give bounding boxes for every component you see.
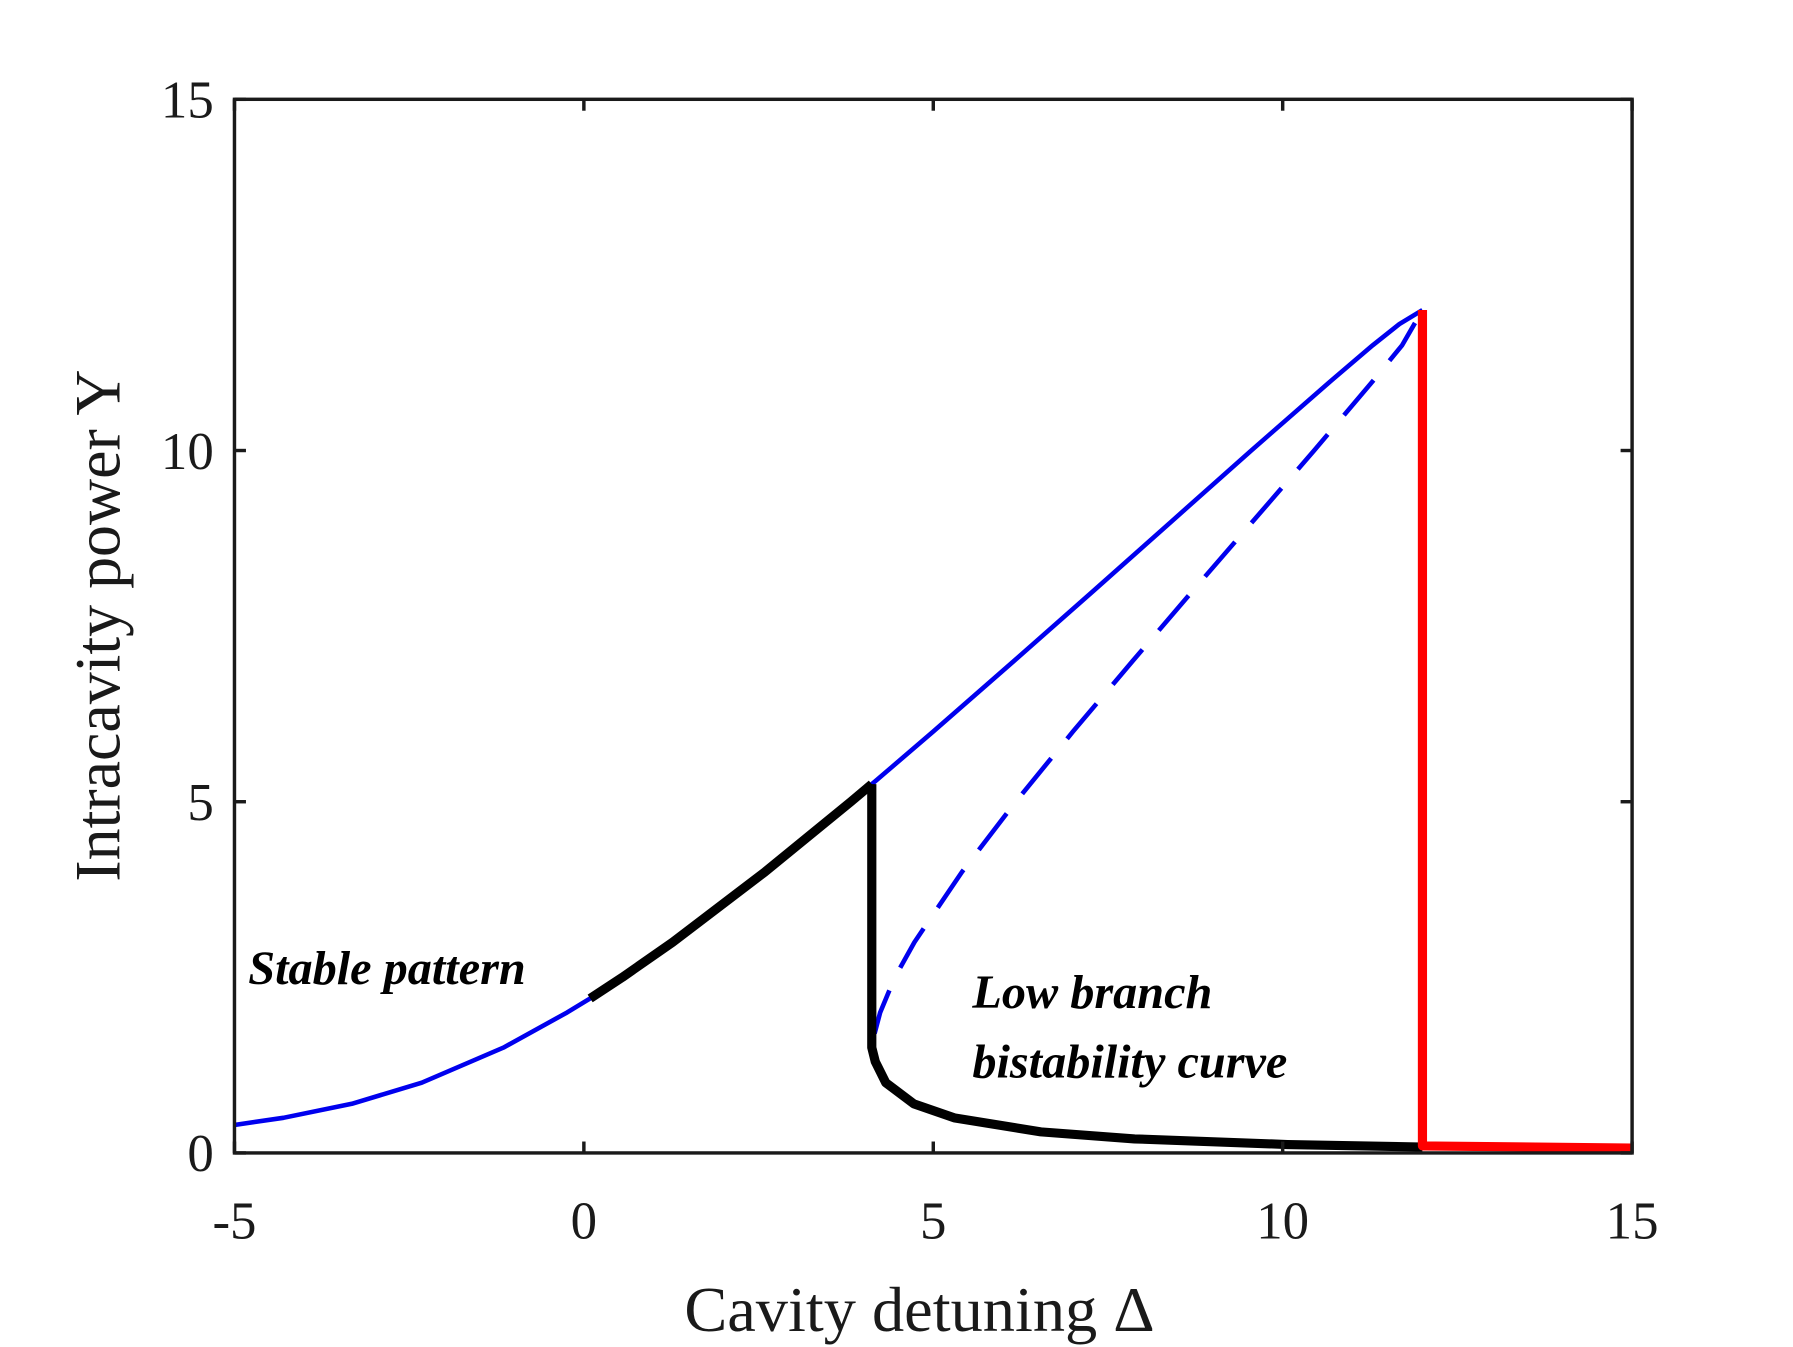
x-tick-label: 5 [920, 1193, 946, 1251]
series-low-branch [867, 784, 1423, 1152]
series-middle-branch-unstable- [872, 308, 1425, 1035]
x-tick-label: 10 [1256, 1193, 1309, 1251]
annotation-stable-pattern: Stable pattern [248, 942, 526, 995]
series-upper-branch [234, 308, 1424, 1128]
x-tick-label: 0 [571, 1193, 597, 1251]
y-tick-label: 5 [187, 774, 213, 832]
annotation-bistability-curve: bistability curve [972, 1036, 1287, 1089]
y-tick-label: 15 [161, 72, 214, 130]
ticks-layer: -5 0 5 10 15 0 5 10 15 [161, 72, 1659, 1251]
x-axis-label: Cavity detuning Δ [684, 1274, 1154, 1345]
y-axis-label: Intracavity power Y [62, 369, 133, 881]
y-tick-label: 0 [187, 1125, 213, 1183]
series-layer [234, 308, 1633, 1153]
x-tick-label: -5 [212, 1193, 256, 1251]
annotation-low-branch: Low branch [971, 966, 1212, 1019]
series-stable-pattern [587, 780, 875, 1003]
y-tick-label: 10 [161, 423, 214, 481]
x-tick-label: 15 [1606, 1193, 1659, 1251]
series-jump [1417, 310, 1633, 1153]
